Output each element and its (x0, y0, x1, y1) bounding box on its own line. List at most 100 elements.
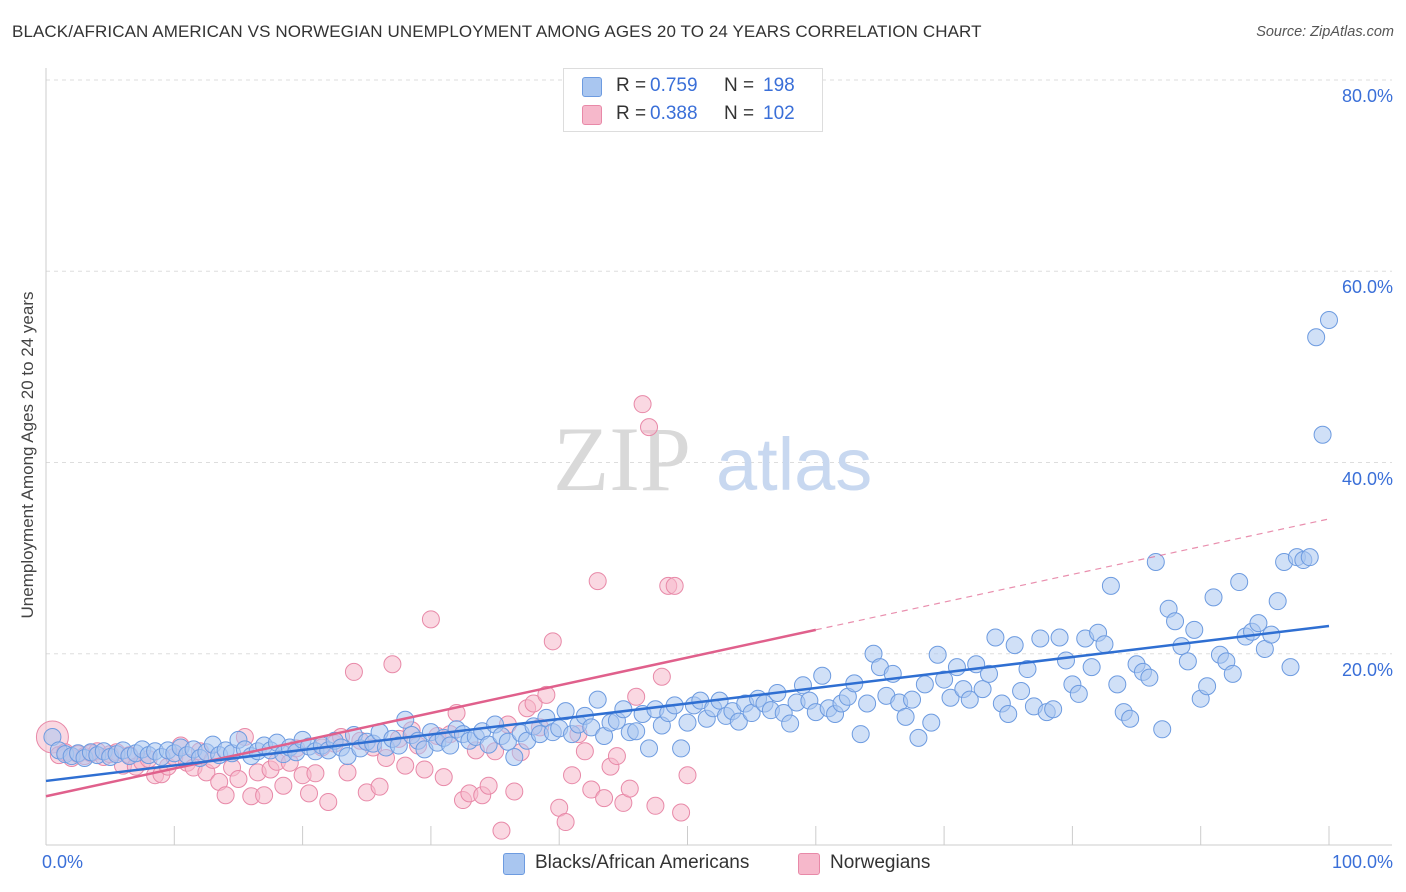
x-tick-label: 100.0% (1331, 852, 1393, 872)
legend-n-value: 198 (763, 75, 795, 96)
black-point (1012, 682, 1031, 701)
source-credit: Source: ZipAtlas.com (1256, 24, 1394, 40)
black-point (1095, 635, 1114, 654)
black-point (813, 666, 832, 685)
black-point (479, 735, 498, 754)
norwegian-point (627, 687, 646, 706)
norwegian-point (492, 821, 511, 840)
black-point (1178, 652, 1197, 671)
black-point (973, 680, 992, 699)
legend-r-value: 0.388 (650, 103, 698, 124)
black-point (1069, 684, 1088, 703)
black-point (614, 700, 633, 719)
norwegian-point (370, 777, 389, 796)
black-point (1198, 677, 1217, 696)
norwegian-point (415, 760, 434, 779)
norwegian-point (556, 813, 575, 832)
black-point (980, 664, 999, 683)
legend-row-norwegians: R = 0.388 N = 102 (564, 101, 822, 129)
black-point (1056, 651, 1075, 670)
norwegian-point (672, 803, 691, 822)
norwegian-point (640, 418, 659, 437)
black-point (896, 707, 915, 726)
black-point (960, 690, 979, 709)
norwegian-point (396, 756, 415, 775)
black-point (1050, 628, 1069, 647)
black-point (1223, 664, 1242, 683)
norwegian-point (582, 780, 601, 799)
black-point (672, 739, 691, 758)
y-tick-label: 80.0% (1341, 86, 1393, 106)
black-point (1031, 629, 1050, 648)
norwegian-point (306, 764, 325, 783)
black-point (1268, 592, 1287, 611)
norwegian-point (383, 655, 402, 674)
black-point (851, 725, 870, 744)
black-point (1313, 425, 1332, 444)
black-point (1307, 328, 1326, 347)
y-tick-label: 60.0% (1341, 277, 1393, 298)
black-point (1146, 552, 1165, 571)
black-point (947, 658, 966, 677)
black-point (922, 713, 941, 732)
norwegian-point (665, 576, 684, 595)
norwegian-point (479, 776, 498, 795)
chart-title: BLACK/AFRICAN AMERICAN VS NORWEGIAN UNEM… (12, 22, 982, 41)
legend-n-label: N = (724, 103, 755, 124)
black-point (505, 748, 524, 767)
legend-r-value: 0.759 (650, 75, 698, 96)
black-point (858, 694, 877, 713)
correlation-legend: R = 0.759 N = 198 R = 0.388 N = 102 (563, 68, 823, 132)
black-point (1018, 660, 1037, 679)
legend-swatch-blue (582, 77, 602, 97)
legend-row-blacks: R = 0.759 N = 198 (564, 73, 822, 101)
black-point (588, 690, 607, 709)
black-point (389, 736, 408, 755)
black-point (1108, 675, 1127, 694)
gridlines (46, 79, 1392, 655)
norwegian-point (255, 786, 274, 805)
norwegian-point (319, 792, 338, 811)
black-point (1153, 720, 1172, 739)
trend-lines (45, 518, 1330, 798)
black-point (909, 728, 928, 747)
black-point (1166, 612, 1185, 631)
legend-n-label: N = (724, 75, 755, 96)
black-point (441, 736, 460, 755)
y-axis-label: Unemployment Among Ages 20 to 24 years (18, 291, 37, 619)
norwegian-point (646, 796, 665, 815)
black-point (1185, 620, 1204, 639)
black-point (498, 732, 517, 751)
norwegian-point (563, 766, 582, 785)
norwegian-point (543, 632, 562, 651)
black-point (678, 713, 697, 732)
x-tick-label: 0.0% (42, 852, 84, 872)
black-point (1230, 573, 1249, 592)
norwegian-point (537, 685, 556, 704)
norwegian-point (588, 572, 607, 591)
norwegians-trend-line (45, 628, 817, 798)
black-point (915, 675, 934, 694)
y-tick-label: 20.0% (1341, 659, 1393, 680)
norwegian-point (274, 776, 293, 795)
norwegian-point (607, 747, 626, 766)
black-point (1121, 709, 1140, 728)
legend-swatch-pink (582, 105, 602, 125)
black-point (1281, 658, 1300, 677)
norwegian-point (595, 789, 614, 808)
blacks-points (43, 311, 1338, 767)
black-point (1044, 700, 1063, 719)
black-point (999, 704, 1018, 723)
black-point (1082, 658, 1101, 677)
norwegian-point (620, 779, 639, 798)
norwegian-point (575, 742, 594, 761)
black-point (1140, 668, 1159, 687)
blacks-trend-line (45, 624, 1330, 783)
norwegian-point (421, 610, 440, 629)
black-point (582, 718, 601, 737)
black-point (928, 645, 947, 664)
norwegian-point (524, 694, 543, 713)
black-point (640, 739, 659, 758)
black-point (781, 714, 800, 733)
